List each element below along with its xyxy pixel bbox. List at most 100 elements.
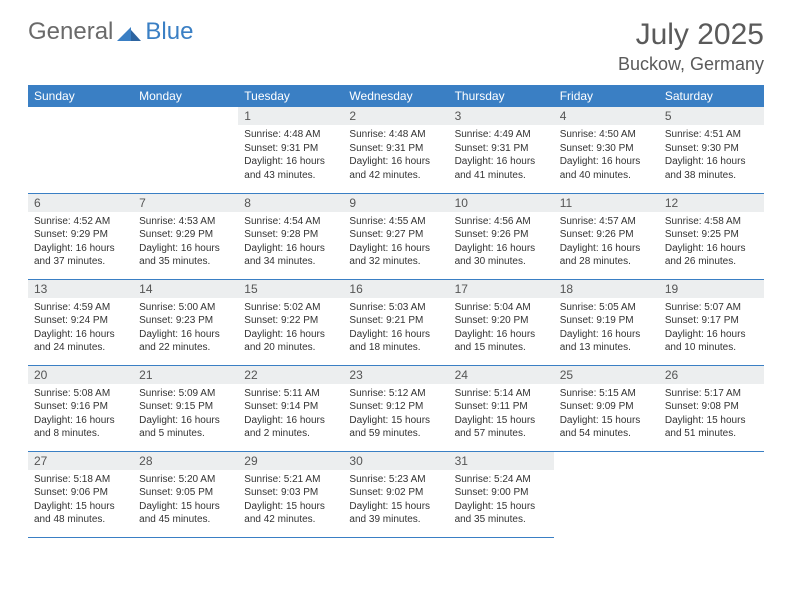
calendar-cell: 8Sunrise: 4:54 AMSunset: 9:28 PMDaylight… xyxy=(238,193,343,279)
day-details: Sunrise: 5:00 AMSunset: 9:23 PMDaylight:… xyxy=(133,298,238,359)
calendar-cell: 2Sunrise: 4:48 AMSunset: 9:31 PMDaylight… xyxy=(343,107,448,193)
day-details: Sunrise: 5:11 AMSunset: 9:14 PMDaylight:… xyxy=(238,384,343,445)
calendar-cell: 21Sunrise: 5:09 AMSunset: 9:15 PMDayligh… xyxy=(133,365,238,451)
day-number: 21 xyxy=(133,366,238,384)
calendar-cell: 13Sunrise: 4:59 AMSunset: 9:24 PMDayligh… xyxy=(28,279,133,365)
calendar-cell: 3Sunrise: 4:49 AMSunset: 9:31 PMDaylight… xyxy=(449,107,554,193)
day-details: Sunrise: 4:53 AMSunset: 9:29 PMDaylight:… xyxy=(133,212,238,273)
day-details: Sunrise: 5:12 AMSunset: 9:12 PMDaylight:… xyxy=(343,384,448,445)
day-details: Sunrise: 4:49 AMSunset: 9:31 PMDaylight:… xyxy=(449,125,554,186)
day-details: Sunrise: 4:48 AMSunset: 9:31 PMDaylight:… xyxy=(238,125,343,186)
day-number: 30 xyxy=(343,452,448,470)
calendar-cell: 30Sunrise: 5:23 AMSunset: 9:02 PMDayligh… xyxy=(343,451,448,537)
day-number: 3 xyxy=(449,107,554,125)
day-details: Sunrise: 4:59 AMSunset: 9:24 PMDaylight:… xyxy=(28,298,133,359)
calendar-week-row: 13Sunrise: 4:59 AMSunset: 9:24 PMDayligh… xyxy=(28,279,764,365)
day-number: 13 xyxy=(28,280,133,298)
day-details: Sunrise: 5:15 AMSunset: 9:09 PMDaylight:… xyxy=(554,384,659,445)
calendar-cell: 7Sunrise: 4:53 AMSunset: 9:29 PMDaylight… xyxy=(133,193,238,279)
calendar-cell: 22Sunrise: 5:11 AMSunset: 9:14 PMDayligh… xyxy=(238,365,343,451)
calendar-cell: 27Sunrise: 5:18 AMSunset: 9:06 PMDayligh… xyxy=(28,451,133,537)
day-details: Sunrise: 5:20 AMSunset: 9:05 PMDaylight:… xyxy=(133,470,238,531)
day-number: 9 xyxy=(343,194,448,212)
calendar-cell xyxy=(554,451,659,537)
calendar-week-row: 20Sunrise: 5:08 AMSunset: 9:16 PMDayligh… xyxy=(28,365,764,451)
calendar-cell: 1Sunrise: 4:48 AMSunset: 9:31 PMDaylight… xyxy=(238,107,343,193)
logo-mark-icon xyxy=(117,22,143,42)
calendar-cell: 20Sunrise: 5:08 AMSunset: 9:16 PMDayligh… xyxy=(28,365,133,451)
day-number: 2 xyxy=(343,107,448,125)
day-details: Sunrise: 5:04 AMSunset: 9:20 PMDaylight:… xyxy=(449,298,554,359)
logo-text-1: General xyxy=(28,18,113,46)
day-number: 4 xyxy=(554,107,659,125)
weekday-header: Friday xyxy=(554,85,659,107)
calendar-cell: 11Sunrise: 4:57 AMSunset: 9:26 PMDayligh… xyxy=(554,193,659,279)
calendar-cell: 5Sunrise: 4:51 AMSunset: 9:30 PMDaylight… xyxy=(659,107,764,193)
day-number: 19 xyxy=(659,280,764,298)
day-number: 15 xyxy=(238,280,343,298)
calendar-cell: 14Sunrise: 5:00 AMSunset: 9:23 PMDayligh… xyxy=(133,279,238,365)
day-number: 31 xyxy=(449,452,554,470)
day-details: Sunrise: 5:21 AMSunset: 9:03 PMDaylight:… xyxy=(238,470,343,531)
day-details: Sunrise: 5:24 AMSunset: 9:00 PMDaylight:… xyxy=(449,470,554,531)
day-details: Sunrise: 5:02 AMSunset: 9:22 PMDaylight:… xyxy=(238,298,343,359)
day-details: Sunrise: 4:51 AMSunset: 9:30 PMDaylight:… xyxy=(659,125,764,186)
day-number: 24 xyxy=(449,366,554,384)
day-details: Sunrise: 5:09 AMSunset: 9:15 PMDaylight:… xyxy=(133,384,238,445)
header: General Blue July 2025 Buckow, Germany xyxy=(28,18,764,75)
day-number: 6 xyxy=(28,194,133,212)
calendar-cell: 10Sunrise: 4:56 AMSunset: 9:26 PMDayligh… xyxy=(449,193,554,279)
day-number: 5 xyxy=(659,107,764,125)
calendar-week-row: 6Sunrise: 4:52 AMSunset: 9:29 PMDaylight… xyxy=(28,193,764,279)
day-details: Sunrise: 4:56 AMSunset: 9:26 PMDaylight:… xyxy=(449,212,554,273)
logo-text-2: Blue xyxy=(145,18,193,46)
day-details: Sunrise: 4:55 AMSunset: 9:27 PMDaylight:… xyxy=(343,212,448,273)
day-details: Sunrise: 5:08 AMSunset: 9:16 PMDaylight:… xyxy=(28,384,133,445)
calendar-cell: 18Sunrise: 5:05 AMSunset: 9:19 PMDayligh… xyxy=(554,279,659,365)
day-number: 29 xyxy=(238,452,343,470)
day-details: Sunrise: 5:07 AMSunset: 9:17 PMDaylight:… xyxy=(659,298,764,359)
location: Buckow, Germany xyxy=(618,54,764,75)
calendar-cell: 17Sunrise: 5:04 AMSunset: 9:20 PMDayligh… xyxy=(449,279,554,365)
day-details: Sunrise: 4:48 AMSunset: 9:31 PMDaylight:… xyxy=(343,125,448,186)
page-title: July 2025 xyxy=(618,18,764,52)
day-number: 25 xyxy=(554,366,659,384)
day-number: 18 xyxy=(554,280,659,298)
day-details: Sunrise: 4:58 AMSunset: 9:25 PMDaylight:… xyxy=(659,212,764,273)
day-details: Sunrise: 5:03 AMSunset: 9:21 PMDaylight:… xyxy=(343,298,448,359)
calendar-week-row: 27Sunrise: 5:18 AMSunset: 9:06 PMDayligh… xyxy=(28,451,764,537)
day-number: 20 xyxy=(28,366,133,384)
day-number: 10 xyxy=(449,194,554,212)
day-number: 11 xyxy=(554,194,659,212)
day-details: Sunrise: 5:23 AMSunset: 9:02 PMDaylight:… xyxy=(343,470,448,531)
calendar-cell: 9Sunrise: 4:55 AMSunset: 9:27 PMDaylight… xyxy=(343,193,448,279)
calendar-cell: 19Sunrise: 5:07 AMSunset: 9:17 PMDayligh… xyxy=(659,279,764,365)
weekday-header: Wednesday xyxy=(343,85,448,107)
day-details: Sunrise: 4:54 AMSunset: 9:28 PMDaylight:… xyxy=(238,212,343,273)
day-details: Sunrise: 5:05 AMSunset: 9:19 PMDaylight:… xyxy=(554,298,659,359)
calendar-cell: 16Sunrise: 5:03 AMSunset: 9:21 PMDayligh… xyxy=(343,279,448,365)
day-number: 26 xyxy=(659,366,764,384)
weekday-header: Thursday xyxy=(449,85,554,107)
weekday-header: Tuesday xyxy=(238,85,343,107)
calendar-cell: 24Sunrise: 5:14 AMSunset: 9:11 PMDayligh… xyxy=(449,365,554,451)
calendar-cell: 12Sunrise: 4:58 AMSunset: 9:25 PMDayligh… xyxy=(659,193,764,279)
calendar-cell xyxy=(133,107,238,193)
calendar-cell: 29Sunrise: 5:21 AMSunset: 9:03 PMDayligh… xyxy=(238,451,343,537)
calendar-cell: 25Sunrise: 5:15 AMSunset: 9:09 PMDayligh… xyxy=(554,365,659,451)
day-number: 12 xyxy=(659,194,764,212)
day-number: 23 xyxy=(343,366,448,384)
calendar-cell xyxy=(659,451,764,537)
calendar-week-row: 1Sunrise: 4:48 AMSunset: 9:31 PMDaylight… xyxy=(28,107,764,193)
day-number: 28 xyxy=(133,452,238,470)
day-number: 8 xyxy=(238,194,343,212)
day-number: 7 xyxy=(133,194,238,212)
calendar-table: SundayMondayTuesdayWednesdayThursdayFrid… xyxy=(28,85,764,538)
day-details: Sunrise: 4:57 AMSunset: 9:26 PMDaylight:… xyxy=(554,212,659,273)
day-details: Sunrise: 5:18 AMSunset: 9:06 PMDaylight:… xyxy=(28,470,133,531)
calendar-cell xyxy=(28,107,133,193)
day-number: 14 xyxy=(133,280,238,298)
day-number: 1 xyxy=(238,107,343,125)
calendar-cell: 15Sunrise: 5:02 AMSunset: 9:22 PMDayligh… xyxy=(238,279,343,365)
weekday-header: Saturday xyxy=(659,85,764,107)
